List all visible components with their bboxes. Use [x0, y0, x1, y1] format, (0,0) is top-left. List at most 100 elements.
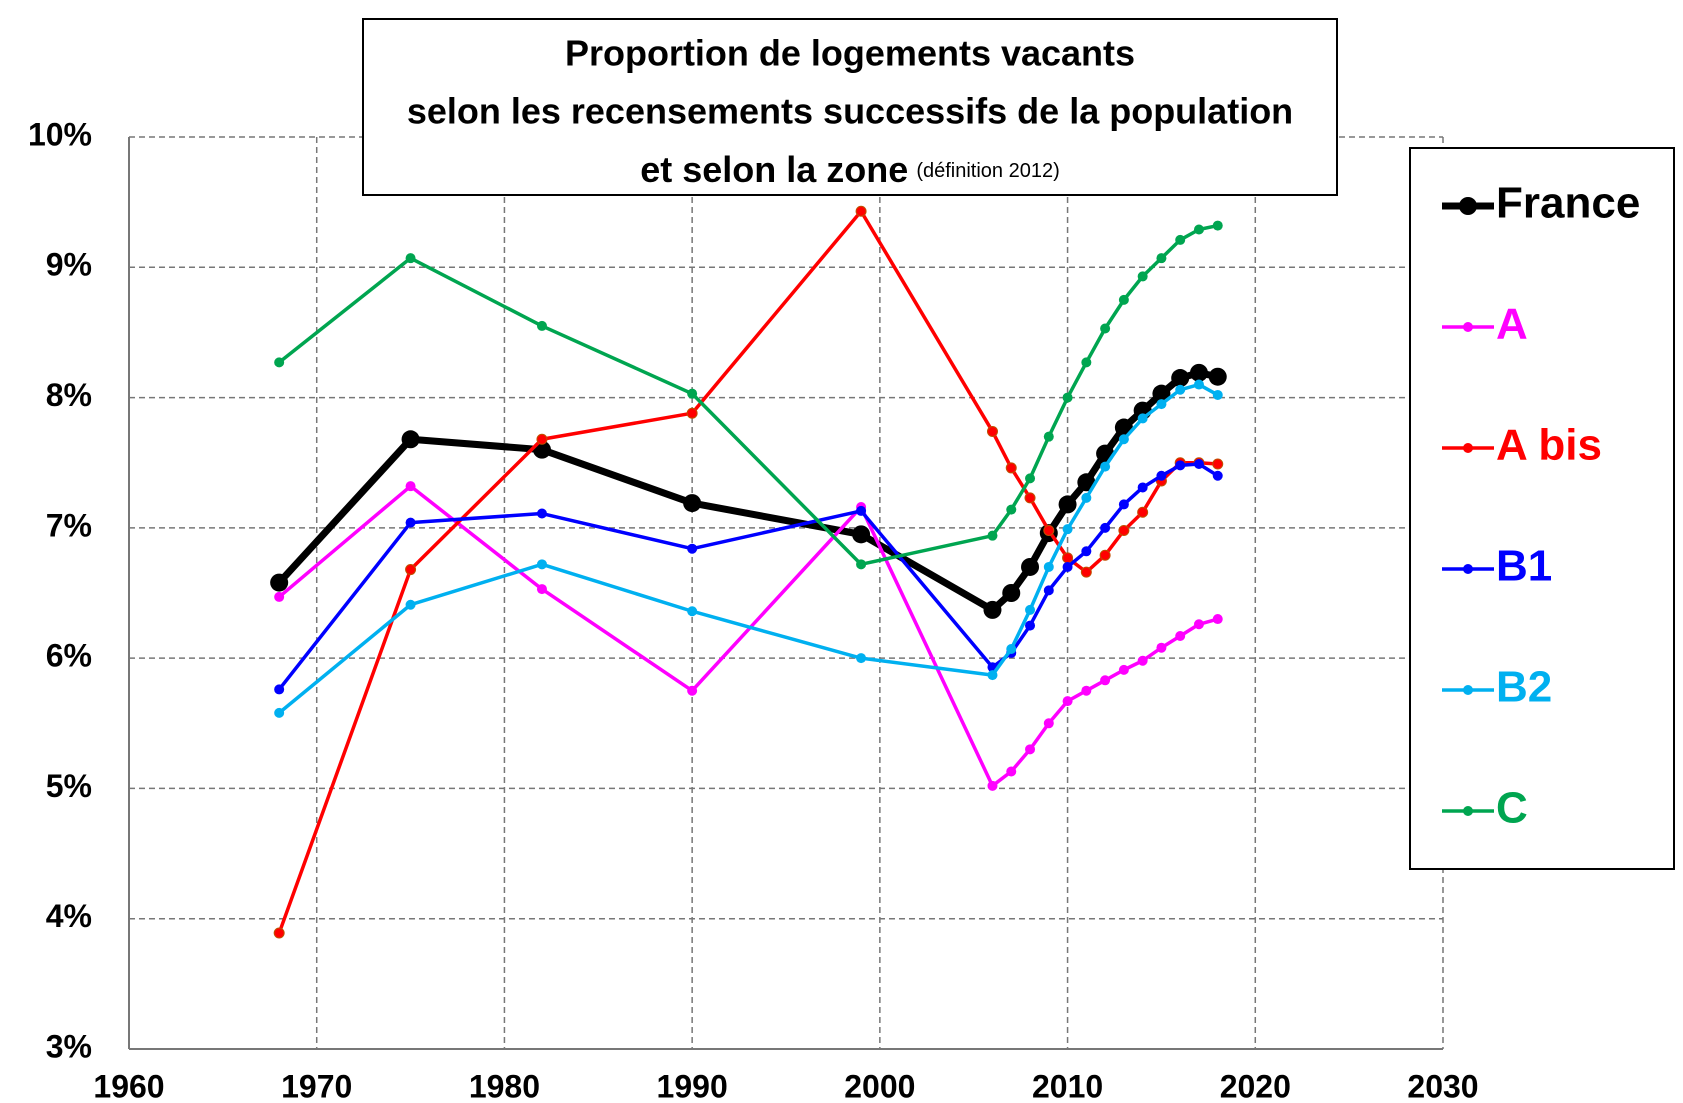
data-point [1156, 642, 1167, 653]
data-point [1062, 561, 1073, 572]
data-point [1208, 367, 1227, 386]
data-point [1099, 549, 1111, 561]
data-point [536, 320, 547, 331]
legend-marker [1463, 322, 1473, 332]
data-point [687, 685, 698, 696]
data-point [1002, 584, 1021, 602]
data-point [536, 508, 547, 519]
data-point [1062, 696, 1073, 707]
data-point [1193, 224, 1204, 235]
data-point [1175, 630, 1186, 641]
data-point [687, 543, 698, 554]
chart-title: Proportion de logements vacants [565, 33, 1135, 74]
x-tick-label: 1960 [93, 1068, 164, 1103]
legend-marker [1463, 685, 1473, 695]
x-tick-label: 1970 [281, 1068, 352, 1103]
data-point [1212, 220, 1223, 231]
data-point [1137, 655, 1148, 666]
data-point [987, 530, 998, 541]
data-point [1006, 766, 1017, 777]
data-point [686, 407, 698, 419]
data-point [1080, 566, 1092, 578]
data-point [401, 430, 420, 449]
data-point [405, 517, 416, 528]
data-point [1100, 522, 1111, 533]
data-point [1156, 399, 1167, 410]
x-tick-label: 2020 [1220, 1068, 1291, 1103]
data-point [1118, 294, 1129, 305]
data-point [856, 653, 867, 664]
data-point [273, 927, 285, 939]
data-point [1025, 620, 1036, 631]
data-point [536, 559, 547, 570]
data-point [1118, 664, 1129, 675]
data-point [1189, 363, 1208, 382]
data-point [856, 505, 867, 516]
data-point [987, 780, 998, 791]
data-point [1137, 506, 1149, 518]
x-tick-label: 1980 [469, 1068, 540, 1103]
data-point [274, 707, 285, 718]
data-point [987, 670, 998, 681]
y-tick-label: 5% [46, 768, 92, 804]
chart-title-note: (définition 2012) [916, 160, 1059, 182]
data-point [1021, 557, 1040, 576]
y-tick-label: 4% [46, 898, 92, 934]
data-point [1212, 458, 1224, 470]
data-point [1137, 413, 1148, 424]
title-box [362, 18, 1338, 196]
y-tick-label: 6% [46, 638, 92, 674]
data-point [1137, 482, 1148, 493]
legend-marker [1463, 806, 1473, 816]
data-point [270, 573, 289, 592]
data-point [1058, 495, 1077, 514]
legend-label: A [1496, 300, 1528, 349]
series-line [277, 209, 1218, 934]
y-tick-label: 3% [46, 1028, 92, 1064]
data-point [1175, 460, 1186, 471]
legend-marker [1463, 564, 1473, 574]
data-point [1118, 434, 1129, 445]
data-point [683, 494, 702, 513]
data-point [274, 684, 285, 695]
data-point [1212, 470, 1223, 481]
data-point [1043, 718, 1054, 729]
legend-label: B2 [1496, 663, 1552, 712]
data-point [1212, 389, 1223, 400]
data-point [855, 205, 867, 217]
data-point [1081, 685, 1092, 696]
chart-title: selon les recensements successifs de la … [407, 91, 1293, 132]
data-point [1005, 462, 1017, 474]
data-point [1156, 470, 1167, 481]
legend-label: B1 [1496, 542, 1552, 591]
data-point [1175, 384, 1186, 395]
data-point [1062, 524, 1073, 535]
data-point [1156, 253, 1167, 264]
data-point [405, 253, 416, 264]
data-point [1118, 499, 1129, 510]
legend-label: C [1496, 784, 1528, 833]
y-tick-label: 8% [46, 377, 92, 413]
data-point [1006, 504, 1017, 515]
data-point [1062, 552, 1074, 564]
x-tick-label: 2030 [1407, 1068, 1478, 1103]
data-point [1025, 473, 1036, 484]
data-point [1077, 473, 1096, 492]
data-point [1100, 675, 1111, 686]
data-point [852, 525, 871, 544]
data-point [1212, 614, 1223, 625]
data-point [1081, 357, 1092, 368]
data-point [1193, 619, 1204, 630]
y-tick-label: 9% [46, 247, 92, 283]
legend-marker [1459, 197, 1477, 215]
data-point [983, 600, 1002, 619]
data-point [1100, 323, 1111, 334]
legend-marker [1463, 443, 1473, 453]
data-point [1193, 459, 1204, 470]
data-point [856, 559, 867, 570]
data-point [1175, 234, 1186, 245]
data-point [536, 433, 548, 445]
data-point [1118, 524, 1130, 536]
data-point [1043, 561, 1054, 572]
